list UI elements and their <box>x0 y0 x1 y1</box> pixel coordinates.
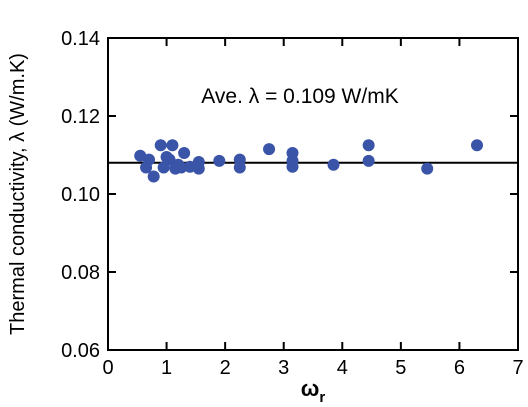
point <box>163 153 176 166</box>
y-tick-label: 0.14 <box>61 28 100 50</box>
y-axis-label: Thermal conductivity, λ (W/m.K) <box>7 53 29 335</box>
point <box>175 161 188 174</box>
point <box>166 139 179 152</box>
x-tick-label: 4 <box>337 357 348 379</box>
x-tick-label: 1 <box>161 357 172 379</box>
x-tick-label: 5 <box>395 357 406 379</box>
x-tick-label: 2 <box>220 357 231 379</box>
y-tick-label: 0.06 <box>61 340 100 362</box>
point <box>178 147 191 160</box>
point <box>213 154 226 167</box>
x-axis-label: ωr <box>301 376 326 406</box>
point <box>263 143 276 156</box>
point <box>286 160 299 173</box>
point <box>154 139 167 152</box>
x-tick-label: 7 <box>512 357 523 379</box>
y-tick-label: 0.12 <box>61 106 100 128</box>
point <box>327 158 340 171</box>
annotation: Ave. λ = 0.109 W/mK <box>201 85 398 108</box>
point <box>143 153 155 166</box>
point <box>421 162 434 175</box>
x-tick-label: 3 <box>278 357 289 379</box>
x-tick-label: 0 <box>102 357 113 379</box>
y-tick-label: 0.08 <box>61 262 100 284</box>
point <box>471 139 483 152</box>
x-tick-label: 6 <box>454 357 465 379</box>
x-axis-label-sub: r <box>319 389 325 406</box>
point <box>362 139 375 152</box>
y-tick-label: 0.10 <box>61 184 100 206</box>
point <box>233 161 246 174</box>
point <box>147 170 160 183</box>
point <box>362 154 375 167</box>
x-axis-label-main: ω <box>301 376 320 401</box>
point <box>192 162 205 175</box>
